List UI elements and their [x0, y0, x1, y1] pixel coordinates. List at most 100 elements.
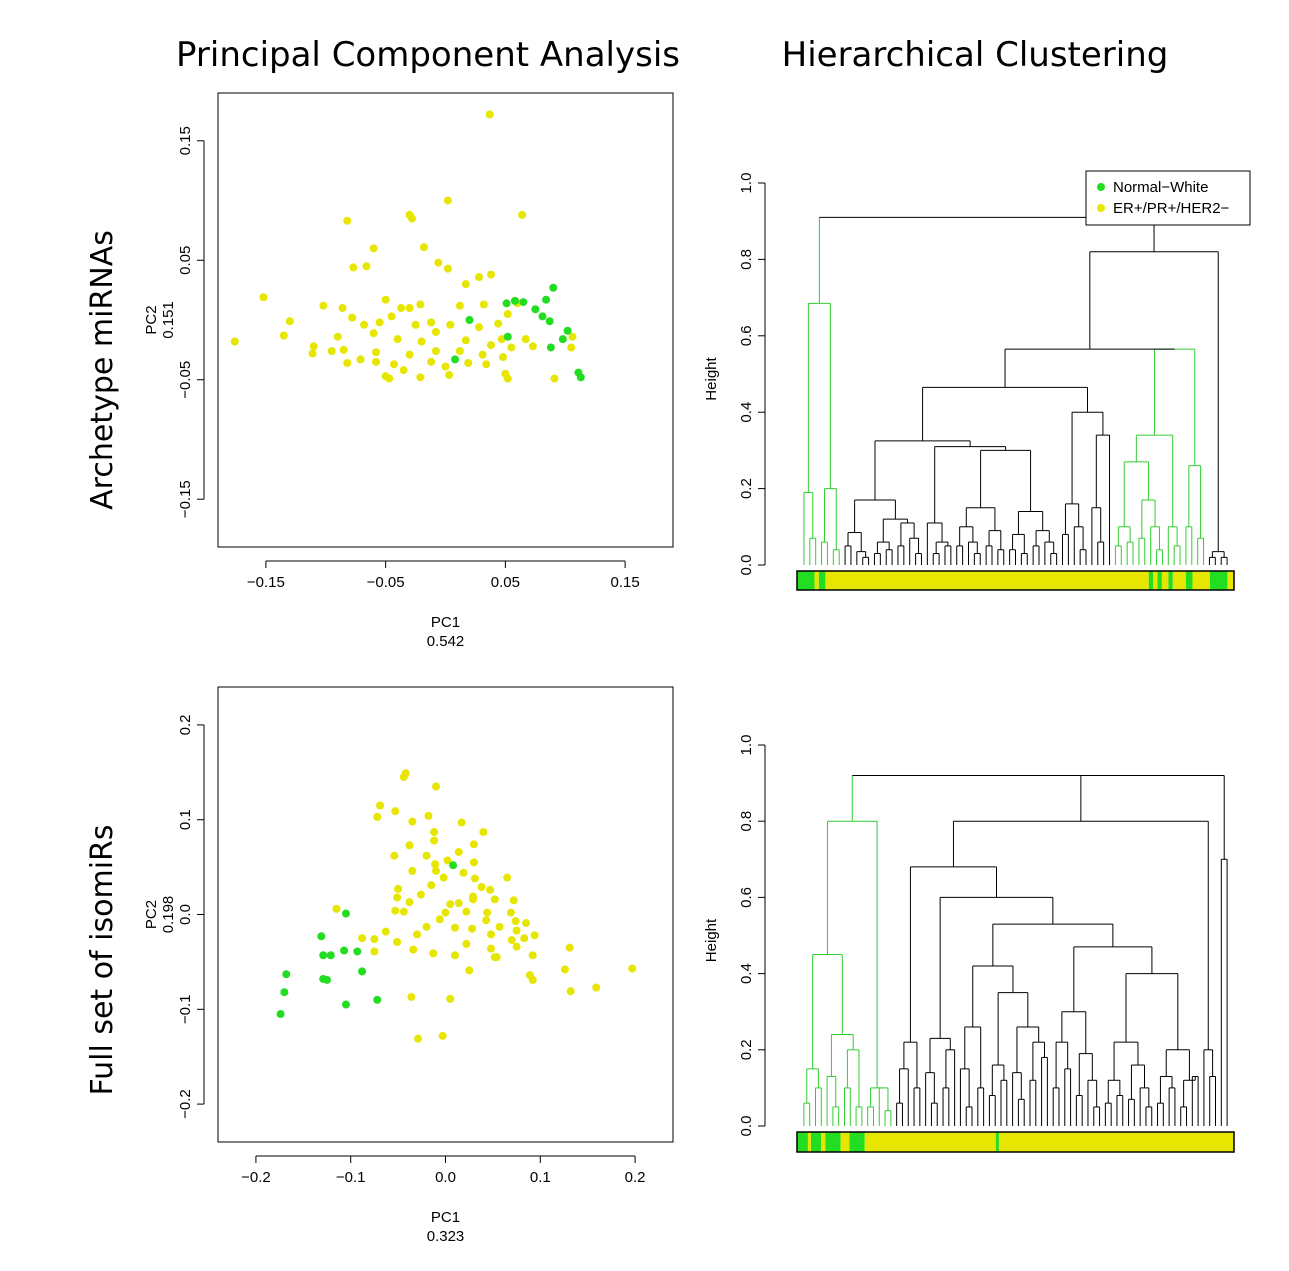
y-tick-label: 0.0: [738, 555, 755, 576]
legend: Normal−White ER+/PR+/HER2−: [1085, 170, 1251, 226]
data-point: [341, 1000, 350, 1009]
data-point: [427, 881, 436, 890]
data-point: [405, 841, 414, 850]
data-point: [358, 934, 367, 943]
data-point: [333, 332, 342, 341]
data-point: [280, 988, 289, 997]
data-point: [503, 310, 512, 319]
data-point: [470, 874, 479, 883]
y-tick-label: 0.6: [738, 887, 755, 908]
colorbar-segment: [825, 571, 1149, 590]
y-tick-label: 0.6: [738, 325, 755, 346]
data-point: [441, 908, 450, 917]
colorbar-segment: [1209, 571, 1228, 590]
x-tick-label: −0.05: [367, 574, 405, 591]
data-point: [475, 323, 484, 332]
data-point: [405, 898, 414, 907]
data-point: [461, 280, 470, 289]
legend-normal-marker: [1097, 183, 1105, 191]
x-tick-label: −0.1: [336, 1169, 366, 1186]
data-point: [285, 317, 294, 326]
colorbar-segment: [821, 1132, 826, 1152]
data-point: [487, 930, 495, 939]
data-point: [332, 904, 341, 913]
data-point: [432, 866, 441, 875]
data-point: [348, 313, 357, 322]
data-point: [417, 337, 426, 346]
colorbar-segment: [1185, 571, 1193, 590]
data-point: [397, 304, 406, 313]
data-point: [394, 884, 403, 893]
data-point: [528, 951, 537, 960]
data-point: [528, 342, 537, 351]
data-point: [628, 964, 637, 973]
data-point: [451, 355, 460, 364]
data-point: [338, 304, 347, 313]
data-point: [405, 304, 414, 313]
data-point: [443, 856, 452, 865]
data-point: [512, 926, 521, 935]
data-point: [449, 861, 458, 870]
y-tick-label: 0.4: [738, 402, 755, 423]
data-point: [308, 349, 317, 358]
data-point: [461, 336, 470, 345]
data-point: [502, 299, 511, 308]
data-point: [399, 366, 408, 375]
colorbar-segment: [797, 571, 815, 590]
data-point: [503, 332, 512, 341]
data-point: [487, 341, 495, 350]
data-point: [391, 906, 400, 915]
data-point: [407, 992, 416, 1001]
data-point: [340, 946, 349, 955]
data-point: [391, 807, 400, 816]
data-point: [455, 301, 464, 310]
data-point: [465, 316, 474, 324]
colorbar-segment: [1161, 571, 1169, 590]
data-point: [430, 836, 439, 845]
data-point: [567, 343, 576, 352]
data-point: [362, 262, 371, 271]
data-point: [372, 357, 381, 366]
data-point: [413, 930, 422, 939]
data-point: [276, 1010, 285, 1019]
colorbar-segment: [1153, 571, 1158, 590]
row-label-archetype: Archetype miRNAs: [85, 230, 120, 510]
data-point: [370, 947, 379, 956]
data-point: [446, 320, 455, 329]
legend-normal-label: Normal−White: [1113, 179, 1208, 196]
data-point: [419, 243, 428, 252]
data-point: [430, 828, 439, 837]
data-point: [387, 312, 396, 321]
y-tick-label: 0.2: [177, 714, 194, 735]
x-axis-title: PC1: [431, 1209, 460, 1226]
data-point: [438, 1031, 447, 1040]
y-tick-label: 0.1: [177, 809, 194, 830]
y-tick-label: 0.4: [738, 963, 755, 984]
data-point: [376, 801, 385, 810]
y-tick-label: 1.0: [738, 173, 755, 194]
data-point: [407, 214, 416, 223]
data-point: [282, 970, 291, 979]
data-point: [530, 931, 539, 940]
x-tick-label: −0.2: [241, 1169, 271, 1186]
y-axis-variance: 0.151: [160, 301, 177, 339]
data-point: [381, 295, 390, 304]
colorbar-segment: [995, 1132, 999, 1152]
data-point: [356, 355, 365, 364]
data-point: [545, 317, 554, 326]
data-point: [443, 196, 452, 205]
data-point: [469, 858, 478, 867]
data-point: [512, 942, 521, 951]
legend-er-label: ER+/PR+/HER2−: [1113, 200, 1230, 217]
data-point: [353, 947, 362, 956]
data-point: [479, 828, 488, 837]
data-point: [550, 374, 559, 383]
y-tick-label: 0.8: [738, 249, 755, 270]
data-point: [416, 300, 425, 309]
y-axis-title: PC2: [143, 900, 160, 929]
data-point: [393, 937, 402, 946]
y-tick-label: 0.15: [177, 126, 194, 155]
plot-frame: [217, 686, 674, 1143]
data-point: [546, 343, 555, 352]
data-point: [409, 945, 418, 954]
